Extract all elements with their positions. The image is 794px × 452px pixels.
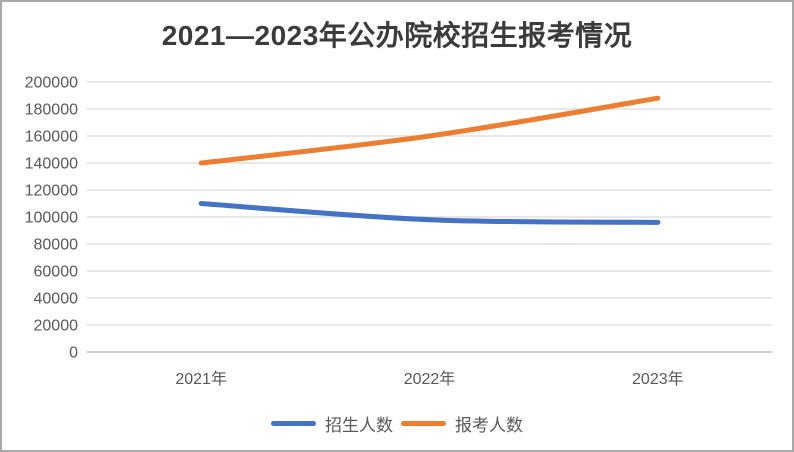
legend-line-swatch-enrollment <box>271 421 316 426</box>
y-axis-tick-label: 160000 <box>25 129 78 146</box>
y-axis-tick-label: 40000 <box>34 291 79 308</box>
legend-label-applicants: 报考人数 <box>455 416 523 435</box>
x-axis-tick-label: 2021年 <box>175 370 227 388</box>
y-axis-tick-label: 180000 <box>25 102 78 119</box>
legend: 招生人数 报考人数 <box>2 411 792 436</box>
series-line-0 <box>198 201 661 225</box>
y-axis-tick-label: 140000 <box>25 156 78 173</box>
legend-item-applicants: 报考人数 <box>401 411 523 436</box>
legend-label-enrollment: 招生人数 <box>325 416 393 435</box>
legend-item-enrollment: 招生人数 <box>271 411 393 436</box>
y-axis-tick-label: 0 <box>69 345 78 362</box>
x-axis-tick-label: 2022年 <box>404 370 456 388</box>
y-axis-tick-label: 20000 <box>34 318 79 335</box>
y-axis-tick-label: 60000 <box>34 264 79 281</box>
chart-title: 2021—2023年公办院校招生报考情况 <box>161 20 633 51</box>
y-axis-tick-label: 80000 <box>34 237 79 254</box>
y-axis-tick-label: 100000 <box>25 210 78 227</box>
series-line-1 <box>198 95 661 166</box>
x-axis-tick-label: 2023年 <box>632 370 684 388</box>
legend-line-swatch-applicants <box>401 421 446 426</box>
y-axis-tick-label: 120000 <box>25 183 78 200</box>
y-axis-tick-label: 200000 <box>25 75 78 92</box>
